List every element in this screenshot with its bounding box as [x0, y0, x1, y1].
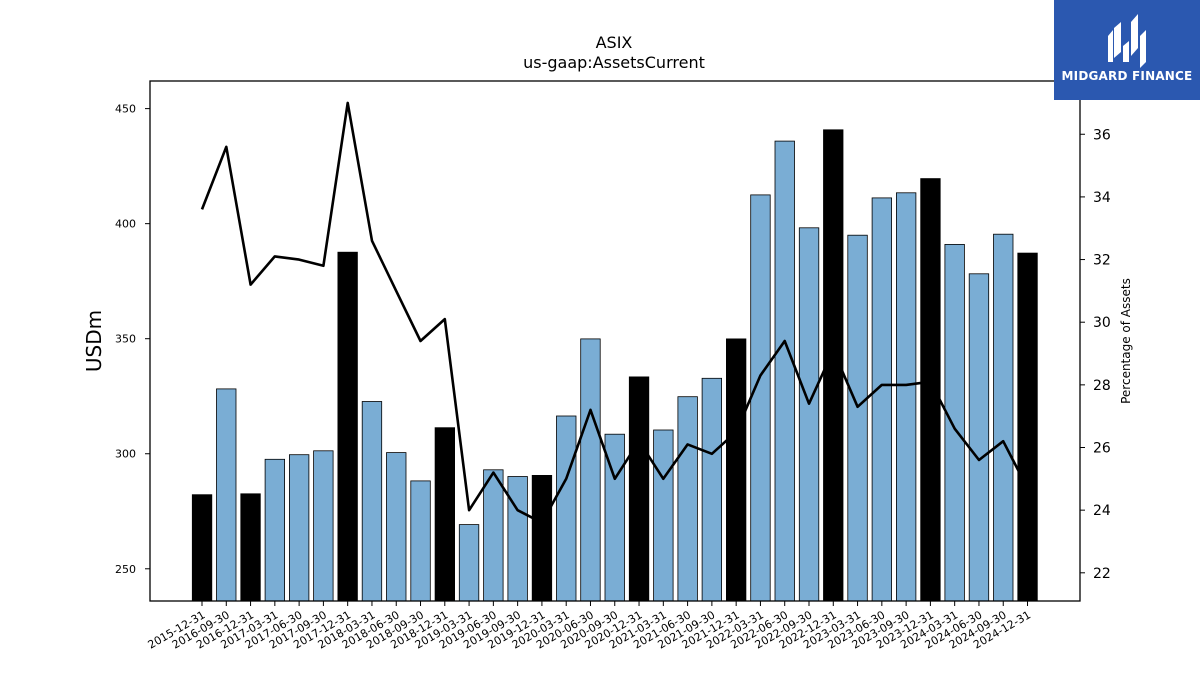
bar: [871, 197, 892, 602]
bar: [240, 493, 261, 602]
bar: [993, 233, 1014, 602]
bar: [313, 450, 334, 602]
bar: [847, 234, 868, 602]
y-right-tick-label: 26: [1093, 441, 1111, 457]
bar: [458, 524, 480, 602]
bar: [944, 243, 965, 602]
bar: [896, 192, 917, 602]
bar: [531, 474, 553, 602]
logo-text: MIDGARD FINANCE: [1061, 69, 1193, 83]
bar: [361, 401, 383, 602]
bar: [337, 251, 358, 602]
bar: [386, 452, 407, 602]
y-right-tick-label: 30: [1093, 315, 1111, 331]
bar: [264, 458, 286, 602]
bar: [653, 429, 674, 602]
y-tick-label: 350: [115, 333, 136, 346]
logo: MIDGARD FINANCE: [1054, 0, 1200, 100]
y-right-tick-label: 32: [1093, 253, 1111, 269]
axes-layer: 25030035040045022242628303234362015-12-3…: [115, 80, 1111, 652]
line-layer: [200, 101, 1029, 525]
y-right-tick-label: 22: [1093, 566, 1111, 582]
bar: [726, 338, 747, 602]
bar: [507, 476, 528, 602]
bar: [774, 140, 795, 602]
bar: [191, 494, 213, 602]
midgard-logo-icon: [1108, 14, 1146, 68]
line-series: [200, 101, 1029, 525]
y-tick-label: 300: [115, 448, 136, 461]
bar: [750, 194, 771, 602]
y-tick-label: 400: [115, 218, 136, 231]
bar: [216, 388, 237, 602]
bar: [798, 227, 820, 602]
bar: [556, 415, 577, 602]
y-right-tick-label: 34: [1093, 190, 1111, 206]
bar: [968, 273, 990, 602]
y-right-tick-label: 28: [1093, 378, 1111, 394]
chart-title: ASIX: [596, 33, 633, 52]
y-right-tick-label: 36: [1093, 127, 1111, 143]
chart-subtitle: us-gaap:AssetsCurrent: [523, 53, 705, 72]
bar: [677, 396, 698, 602]
y-tick-label: 450: [115, 103, 136, 116]
bar: [410, 480, 431, 602]
bar: [920, 178, 941, 602]
bar: [1017, 252, 1038, 602]
y-tick-label: 250: [115, 563, 136, 576]
y-right-tick-label: 24: [1093, 503, 1111, 519]
bar: [434, 427, 456, 602]
bars-layer: [191, 129, 1038, 602]
bar: [288, 454, 310, 602]
bar: [701, 377, 722, 602]
bar: [483, 469, 504, 602]
y-axis-label: USDm: [82, 310, 106, 372]
bar: [628, 376, 650, 602]
bar: [580, 338, 601, 602]
y-axis-label-right: Percentage of Assets: [1119, 278, 1133, 404]
